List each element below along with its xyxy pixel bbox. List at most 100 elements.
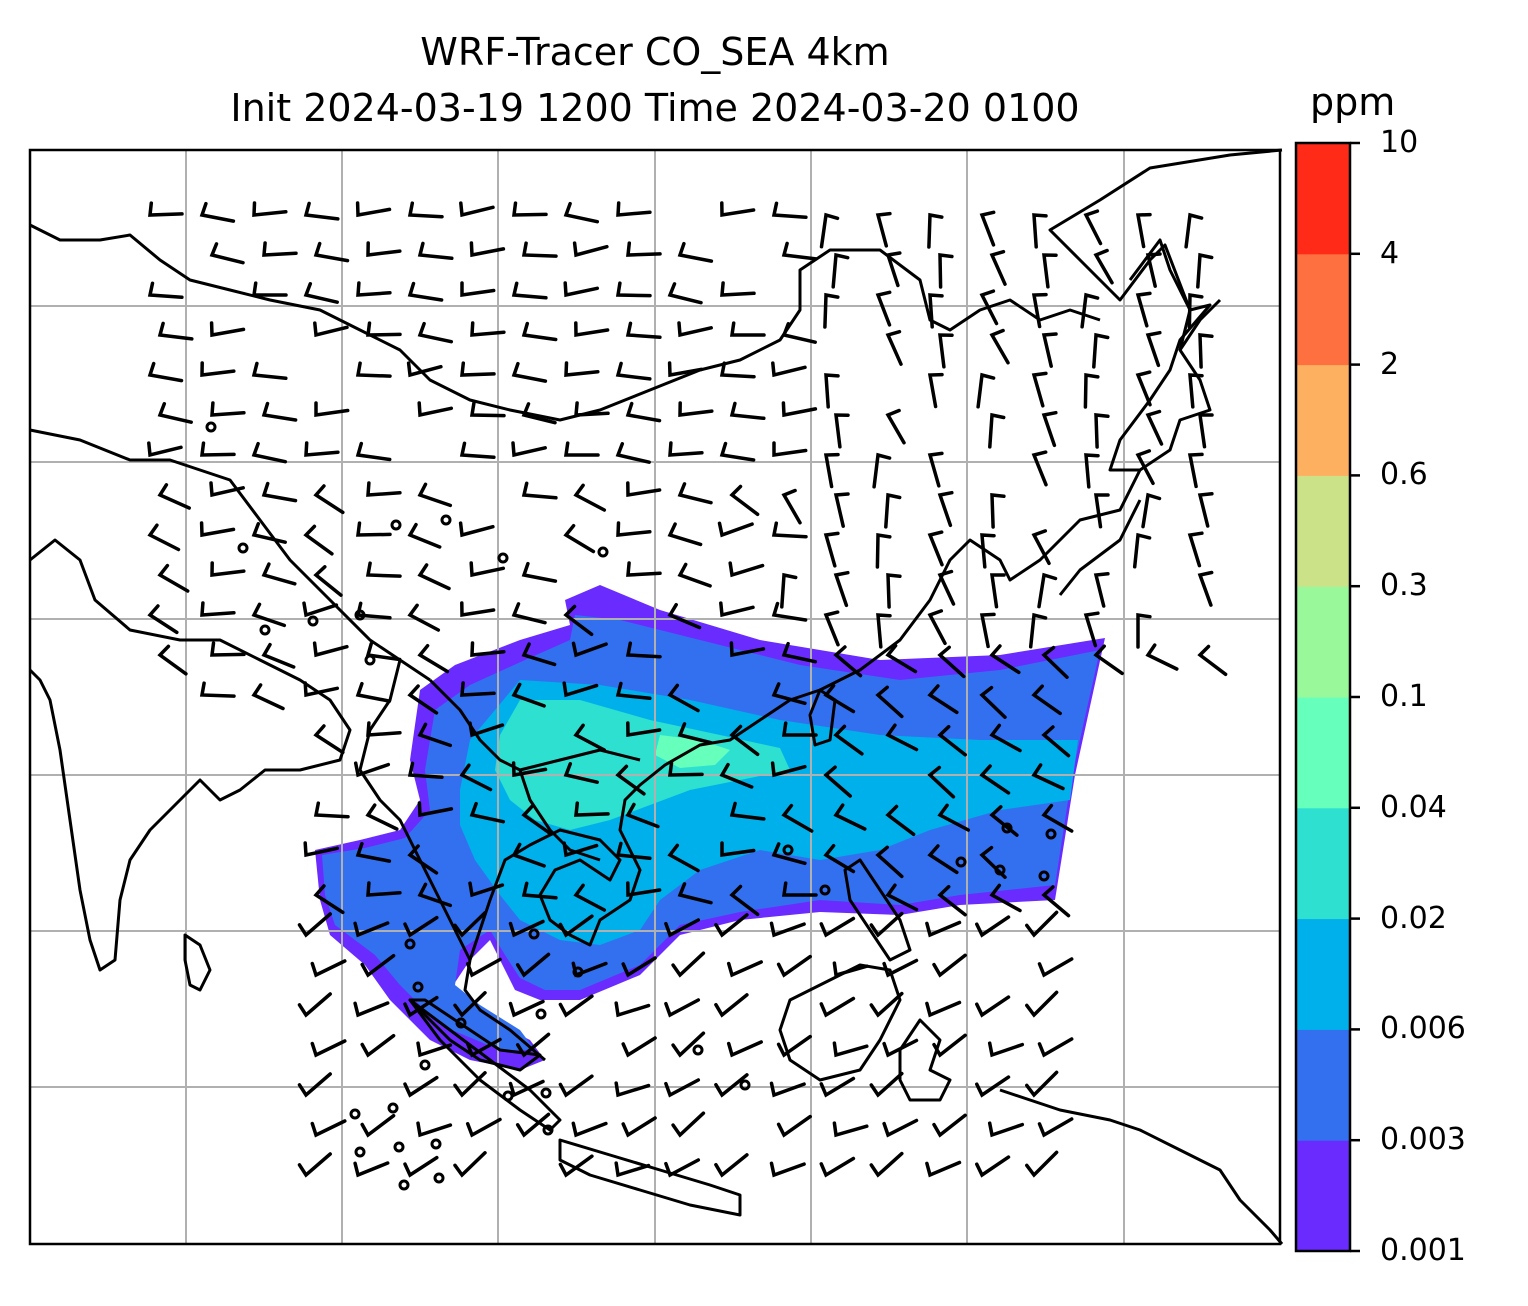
- wind-barb: [979, 685, 1007, 719]
- wind-barb: [988, 412, 1006, 449]
- wind-barb: [1187, 292, 1204, 329]
- wind-barb: [303, 681, 340, 698]
- wind-barb: [621, 956, 657, 978]
- wind-barb: [615, 281, 652, 298]
- wind-barb: [1145, 643, 1179, 671]
- wind-barb: [417, 643, 450, 674]
- coast-china-east: [819, 148, 1283, 692]
- wind-barb: [417, 563, 451, 591]
- wind-barb: [407, 281, 444, 302]
- wind-barb: [157, 644, 188, 676]
- wind-barb: [976, 372, 996, 409]
- wind-barb: [297, 912, 332, 938]
- wind-barb: [297, 1152, 332, 1178]
- wind-barb: [200, 441, 236, 457]
- wind-barb: [417, 722, 453, 748]
- map-frame: [28, 148, 1282, 1246]
- wind-barb: [937, 569, 956, 606]
- wind-barb: [261, 562, 297, 586]
- wind-barb: [927, 530, 944, 567]
- wind-barb: [833, 803, 867, 831]
- wind-barb: [515, 1032, 551, 1058]
- wind-barb: [303, 282, 339, 304]
- wind-barb: [729, 321, 766, 337]
- wind-barb: [885, 408, 906, 445]
- wind-barb: [303, 841, 340, 858]
- wind-barb: [147, 361, 184, 383]
- wind-barb: [833, 570, 850, 608]
- wind-barb: [885, 643, 918, 674]
- wind-barb: [210, 401, 246, 417]
- wind-barb: [626, 481, 662, 498]
- wind-barb: [303, 524, 334, 556]
- wind-barb: [819, 1076, 856, 1098]
- colorbar-segment: [1296, 143, 1350, 255]
- wind-barb: [261, 481, 298, 503]
- wind-barb: [403, 1155, 439, 1178]
- wind-barb: [823, 531, 840, 568]
- wind-barb: [355, 681, 392, 703]
- wind-barb: [1094, 413, 1110, 449]
- wind-barb: [511, 281, 548, 300]
- wind-barb: [980, 533, 996, 569]
- wind-barb: [314, 401, 350, 418]
- wind-barb: [1083, 611, 1100, 648]
- wind-barb: [625, 802, 660, 829]
- wind-barb: [366, 321, 402, 337]
- coast-newguinea: [999, 1088, 1284, 1245]
- wind-barb: [664, 918, 701, 938]
- wind-barb: [252, 201, 288, 217]
- wind-barb: [987, 1121, 1025, 1138]
- wind-barb: [875, 845, 904, 879]
- wind-barb: [453, 1151, 487, 1178]
- wind-barb: [667, 602, 702, 630]
- wind-barb: [563, 281, 600, 298]
- wind-barb: [157, 563, 190, 593]
- wind-barb: [769, 1081, 806, 1098]
- wind-barb: [729, 484, 760, 517]
- wind-barbs: [147, 201, 1228, 1178]
- chart-title: WRF-Tracer CO_SEA 4km: [420, 30, 890, 74]
- colorbar-tick-label: 0.006: [1380, 1011, 1466, 1047]
- wind-barb: [515, 1112, 551, 1138]
- wind-barb: [147, 281, 184, 299]
- wind-barb: [772, 441, 808, 458]
- wind-barb: [678, 401, 714, 417]
- wind-barb: [1184, 212, 1204, 249]
- wind-barb: [832, 1121, 869, 1138]
- wind-barb: [515, 952, 551, 978]
- wind-barb: [1135, 370, 1152, 407]
- wind-barb: [729, 641, 766, 658]
- colorbar-segment: [1296, 475, 1350, 587]
- wind-barb: [356, 281, 392, 297]
- wind-barb: [885, 251, 902, 288]
- wind-barb: [875, 532, 892, 569]
- wind-barb: [1037, 957, 1074, 978]
- wind-barb: [872, 452, 892, 489]
- wind-barb: [781, 488, 802, 525]
- wind-barb: [511, 361, 548, 383]
- wind-barb: [823, 452, 840, 489]
- wind-barb: [937, 884, 967, 917]
- wind-barb: [310, 1039, 347, 1058]
- wind-barb: [667, 361, 704, 378]
- wind-barb: [1032, 213, 1048, 249]
- wind-barb: [469, 241, 506, 258]
- wind-barb: [465, 1117, 502, 1138]
- coast-korea: [1128, 238, 1212, 472]
- colorbar-unit: ppm: [1310, 80, 1396, 124]
- wind-barb: [1135, 291, 1152, 328]
- wind-barb: [833, 724, 864, 756]
- wind-barb: [1187, 452, 1204, 489]
- wind-barb: [776, 1114, 812, 1138]
- wind-barb: [1031, 292, 1048, 329]
- border-himalaya: [29, 428, 431, 682]
- wind-barb: [975, 995, 1011, 1018]
- wind-barb: [780, 572, 798, 609]
- wind-barb: [625, 641, 662, 659]
- coast-srilanka: [183, 933, 212, 992]
- wind-barb: [353, 1161, 390, 1178]
- wind-barb: [366, 721, 402, 737]
- wind-barb: [781, 241, 818, 261]
- wind-barb: [573, 883, 607, 912]
